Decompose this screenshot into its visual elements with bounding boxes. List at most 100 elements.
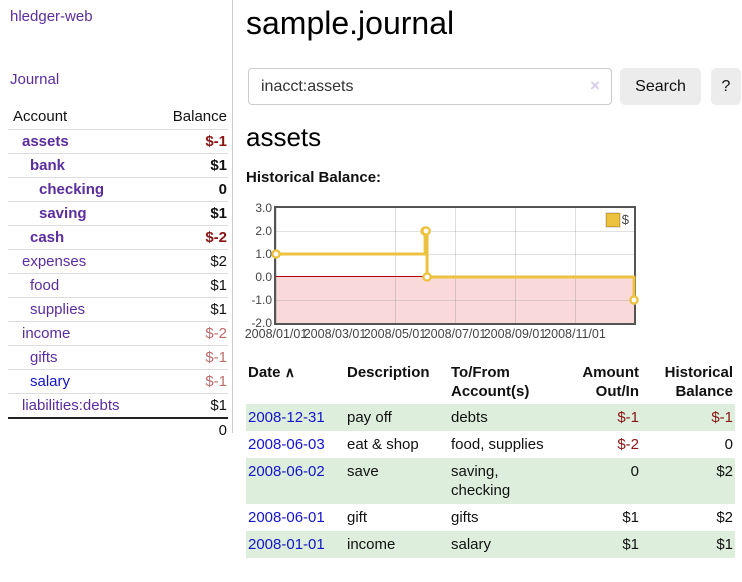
x-tick-label: 2008/01/01 — [245, 327, 308, 341]
register-description: eat & shop — [345, 431, 449, 458]
accounts-table: Account Balance assets $-1 bank $1 checkin… — [8, 105, 228, 442]
column-header-tofrom-accounts: To/From Account(s) — [449, 361, 553, 404]
column-header-historical-balance: Historical Balance — [641, 361, 735, 404]
register-accounts: saving, checking — [449, 458, 553, 504]
y-tick-label: 0.0 — [234, 270, 272, 284]
account-row: supplies$1 — [8, 298, 228, 322]
account-row: salary $-1 — [8, 370, 228, 394]
legend-swatch-icon — [606, 213, 620, 227]
register-accounts: debts — [449, 404, 553, 431]
register-date-link[interactable]: 2008-01-01 — [248, 536, 325, 553]
register-row: 2008-01-01 income salary $1 $1 — [246, 531, 735, 558]
app-title-link[interactable]: hledger-web — [10, 8, 93, 25]
register-amount: $1 — [553, 531, 641, 558]
accounts-total: 0 — [151, 418, 228, 442]
column-header-description: Description — [345, 361, 449, 404]
account-link-salary[interactable]: salary — [30, 373, 70, 390]
register-balance: 0 — [641, 431, 735, 458]
register-accounts: gifts — [449, 504, 553, 531]
account-link-liabilities-debts[interactable]: liabilities:debts — [22, 397, 120, 414]
account-row: cash $-2 — [8, 226, 228, 250]
account-link-food[interactable]: food — [30, 277, 59, 294]
account-link-expenses[interactable]: expenses — [22, 253, 86, 270]
balance-chart: $ — [274, 206, 636, 325]
account-balance: $-2 — [151, 322, 228, 346]
x-tick-label: 2008/09/01 — [484, 327, 547, 341]
help-button[interactable]: ? — [711, 68, 741, 105]
register-date-link[interactable]: 2008-06-03 — [248, 436, 325, 453]
register-date-link[interactable]: 2008-06-01 — [248, 509, 325, 526]
sidebar-divider — [232, 0, 233, 433]
account-balance: $1 — [151, 274, 228, 298]
column-header-account: Account — [8, 105, 151, 130]
account-row: liabilities:debts $1 — [8, 394, 228, 419]
account-row: expenses $2 — [8, 250, 228, 274]
account-link-checking[interactable]: checking — [39, 181, 104, 198]
account-link-gifts[interactable]: gifts — [30, 349, 58, 366]
column-header-date[interactable]: Date ∧ — [246, 361, 345, 404]
register-accounts: salary — [449, 531, 553, 558]
account-link-supplies[interactable]: supplies — [30, 301, 85, 318]
register-date-link[interactable]: 2008-12-31 — [248, 409, 325, 426]
register-amount: $-1 — [553, 404, 641, 431]
accounts-header-row: Account Balance — [8, 105, 228, 130]
sidebar-item-journal[interactable]: Journal — [10, 71, 59, 88]
account-row: checking 0 — [8, 178, 228, 202]
account-link-bank[interactable]: bank — [30, 157, 65, 174]
x-tick-label: 2008/03/01 — [304, 327, 367, 341]
account-row: assets $-1 — [8, 130, 228, 154]
account-balance: $-2 — [151, 226, 228, 250]
hledger-web-page: hledger-web Journal Account Balance asse… — [0, 0, 742, 582]
chart-legend: $ — [606, 212, 629, 227]
register-accounts: food, supplies — [449, 431, 553, 458]
register-header-row: Date ∧ Description To/From Account(s) Am… — [246, 361, 735, 404]
register-description: income — [345, 531, 449, 558]
clear-search-icon[interactable]: × — [590, 76, 600, 96]
account-link-income[interactable]: income — [22, 325, 70, 342]
column-header-amount: Amount Out/In — [553, 361, 641, 404]
register-description: gift — [345, 504, 449, 531]
account-balance: 0 — [151, 178, 228, 202]
account-balance: $1 — [151, 154, 228, 178]
account-link-cash[interactable]: cash — [30, 229, 64, 246]
register-row: 2008-06-03 eat & shop food, supplies $-2… — [246, 431, 735, 458]
y-tick-label: 1.0 — [234, 247, 272, 261]
date-header-label: Date — [248, 364, 281, 381]
accounts-total-row: 0 — [8, 418, 228, 442]
y-tick-label: 2.0 — [234, 224, 272, 238]
chart-x-axis-labels: 2008/01/01 2008/03/01 2008/05/01 2008/07… — [276, 327, 634, 341]
account-balance: $-1 — [151, 370, 228, 394]
account-row: gifts $-1 — [8, 346, 228, 370]
x-tick-label: 2008/07/01 — [424, 327, 487, 341]
page-title: sample.journal — [246, 5, 454, 42]
account-link-saving[interactable]: saving — [39, 205, 87, 222]
column-header-balance: Balance — [151, 105, 228, 130]
register-row: 2008-06-02 save saving, checking 0 $2 — [246, 458, 735, 504]
y-tick-label: 3.0 — [234, 201, 272, 215]
account-balance: $1 — [151, 394, 228, 419]
register-balance: $-1 — [641, 404, 735, 431]
account-link-assets[interactable]: assets — [22, 133, 69, 150]
register-table: Date ∧ Description To/From Account(s) Am… — [246, 361, 735, 558]
register-row: 2008-12-31 pay off debts $-1 $-1 — [246, 404, 735, 431]
sort-ascending-icon: ∧ — [285, 364, 295, 380]
account-balance: $2 — [151, 250, 228, 274]
search-button[interactable]: Search — [620, 68, 701, 105]
account-balance: $1 — [151, 202, 228, 226]
register-balance: $2 — [641, 458, 735, 504]
account-balance: $-1 — [151, 130, 228, 154]
account-balance: $-1 — [151, 346, 228, 370]
chart-title: Historical Balance: — [246, 169, 381, 186]
chart-series-line — [276, 208, 634, 323]
chart-y-axis-labels: 3.0 2.0 1.0 0.0 -1.0 -2.0 — [234, 208, 272, 323]
register-description: pay off — [345, 404, 449, 431]
register-date-link[interactable]: 2008-06-02 — [248, 463, 325, 480]
register-description: save — [345, 458, 449, 504]
account-row: income $-2 — [8, 322, 228, 346]
register-balance: $2 — [641, 504, 735, 531]
account-row: food $1 — [8, 274, 228, 298]
search-input[interactable] — [248, 68, 612, 105]
register-amount: $-2 — [553, 431, 641, 458]
account-heading: assets — [246, 122, 321, 153]
x-tick-label: 2008/11/01 — [544, 327, 606, 341]
